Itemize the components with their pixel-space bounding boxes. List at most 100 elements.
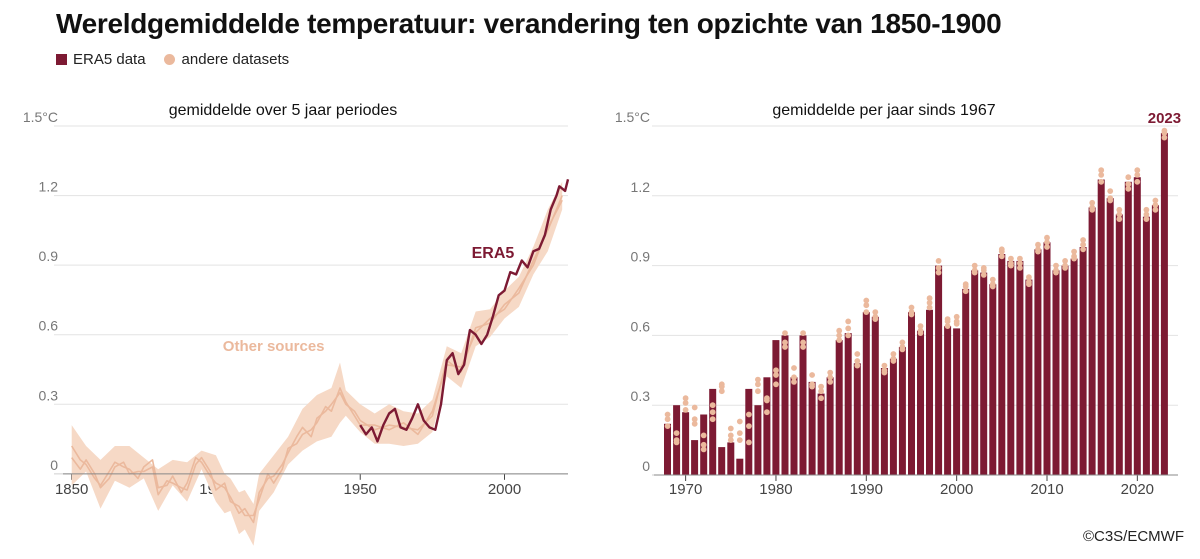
bar-1979 bbox=[763, 377, 771, 475]
dot-1978-2 bbox=[755, 388, 761, 395]
dot-2010-0 bbox=[1044, 234, 1050, 241]
right-x-tick-label: 1990 bbox=[850, 481, 883, 498]
dot-2019-1 bbox=[1125, 181, 1132, 188]
dot-1969-0 bbox=[673, 430, 680, 436]
dot-1978-1 bbox=[755, 381, 761, 388]
dot-2015-0 bbox=[1089, 199, 1096, 206]
bar-1994 bbox=[898, 347, 906, 475]
left-chart: gemiddelde over 5 jaar periodes 00.30.60… bbox=[23, 102, 570, 546]
dot-1990-1 bbox=[863, 302, 870, 309]
bar-1989 bbox=[853, 363, 861, 475]
legend-era5-swatch bbox=[56, 54, 67, 65]
right-y-tick-label: 0.3 bbox=[631, 388, 651, 404]
dot-1977-1 bbox=[746, 423, 752, 429]
dot-2008-0 bbox=[1026, 274, 1032, 281]
dot-1975-2 bbox=[727, 437, 734, 443]
bar-2006 bbox=[1007, 260, 1015, 475]
bar-1997 bbox=[926, 309, 933, 475]
bar-2008 bbox=[1025, 279, 1033, 475]
dot-2003-1 bbox=[980, 267, 987, 274]
legend: ERA5 data andere datasets bbox=[56, 51, 289, 68]
era5-annotation: ERA5 bbox=[472, 245, 515, 262]
dot-1986-2 bbox=[827, 379, 834, 385]
bar-2004 bbox=[989, 284, 997, 475]
bar-2012 bbox=[1061, 265, 1069, 475]
right-y-ticks: 0 0.3 0.6 0.9 1.2 1.5°C bbox=[615, 109, 650, 474]
dot-1981-2 bbox=[782, 344, 788, 350]
dot-1997-0 bbox=[926, 295, 933, 302]
bar-2009 bbox=[1034, 249, 1042, 475]
right-chart-title: gemiddelde per jaar sinds 1967 bbox=[772, 102, 995, 119]
right-x-tick-label: 2020 bbox=[1121, 481, 1154, 498]
dot-2018-1 bbox=[1116, 211, 1123, 218]
dot-1976-0 bbox=[736, 418, 743, 425]
bar-1981 bbox=[781, 335, 789, 475]
dot-2016-2 bbox=[1098, 178, 1105, 185]
bar-1974 bbox=[718, 447, 726, 475]
dot-1996-2 bbox=[917, 330, 924, 336]
dot-2021-1 bbox=[1143, 211, 1150, 218]
dot-1978-0 bbox=[755, 376, 761, 383]
bar-1999 bbox=[944, 326, 952, 475]
dot-2019-2 bbox=[1125, 185, 1132, 192]
bar-2022 bbox=[1151, 205, 1159, 475]
credit: ©C3S/ECMWF bbox=[1082, 528, 1184, 545]
right-x-tick-label: 1970 bbox=[669, 481, 702, 498]
bar-1976 bbox=[736, 458, 744, 475]
dot-1990-0 bbox=[863, 297, 870, 304]
dot-1991-0 bbox=[872, 309, 879, 315]
dot-1973-1 bbox=[709, 409, 716, 416]
left-y-tick-label: 1.2 bbox=[39, 179, 59, 195]
dot-1988-2 bbox=[845, 332, 852, 339]
bar-1988 bbox=[844, 333, 852, 475]
dot-2020-1 bbox=[1134, 172, 1141, 178]
bar-1995 bbox=[908, 312, 915, 475]
bar-2010 bbox=[1043, 242, 1051, 475]
bar-1985 bbox=[817, 393, 825, 475]
dot-2014-1 bbox=[1080, 241, 1086, 248]
dot-2006-0 bbox=[1008, 255, 1014, 262]
dot-1974-1 bbox=[718, 383, 725, 390]
dot-1969-2 bbox=[673, 439, 680, 446]
bar-1973 bbox=[709, 388, 717, 475]
dot-1983-2 bbox=[800, 344, 806, 350]
bar-1992 bbox=[880, 368, 888, 475]
dot-2002-0 bbox=[971, 262, 978, 269]
dot-2022-2 bbox=[1152, 206, 1159, 213]
bar-1990 bbox=[862, 312, 870, 475]
dot-1993-2 bbox=[890, 358, 897, 364]
dot-2002-2 bbox=[971, 269, 978, 276]
dot-1971-1 bbox=[691, 416, 698, 423]
dot-1992-2 bbox=[881, 369, 888, 376]
bar-1980 bbox=[772, 340, 780, 475]
dot-1989-2 bbox=[854, 362, 861, 369]
bar-1998 bbox=[935, 265, 943, 475]
dot-2015-2 bbox=[1089, 206, 1096, 213]
dot-2013-2 bbox=[1071, 255, 1077, 262]
dot-1985-2 bbox=[818, 395, 824, 402]
dot-2013-0 bbox=[1071, 248, 1077, 255]
dot-1974-2 bbox=[718, 388, 725, 395]
dot-2001-2 bbox=[962, 288, 969, 295]
dot-2001-1 bbox=[962, 283, 969, 290]
bar-1986 bbox=[826, 377, 834, 475]
dot-1996-0 bbox=[917, 323, 924, 329]
dot-2007-0 bbox=[1017, 255, 1023, 262]
dot-1970-2 bbox=[682, 407, 689, 413]
dot-2016-0 bbox=[1098, 167, 1105, 174]
dot-1987-0 bbox=[836, 327, 843, 334]
dot-2009-2 bbox=[1035, 248, 1041, 255]
dot-2021-0 bbox=[1143, 206, 1150, 213]
bar-2011 bbox=[1052, 270, 1060, 475]
dot-1988-0 bbox=[845, 318, 852, 325]
dot-2014-2 bbox=[1080, 246, 1086, 253]
dot-1980-0 bbox=[773, 367, 779, 374]
right-y-tick-label: 1.2 bbox=[631, 179, 651, 195]
left-y-tick-label: 1.5°C bbox=[23, 109, 58, 125]
era5-line bbox=[359, 179, 570, 443]
dot-1985-0 bbox=[818, 383, 824, 390]
right-y-tick-label: 0.9 bbox=[631, 249, 651, 265]
dot-2006-2 bbox=[1008, 262, 1014, 269]
bar-2019 bbox=[1124, 181, 1132, 476]
dot-1994-0 bbox=[899, 339, 906, 346]
